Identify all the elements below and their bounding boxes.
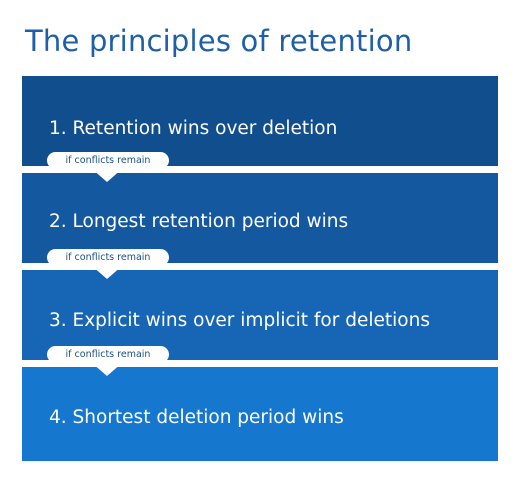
down-arrow-icon <box>92 169 122 182</box>
principle-box-2: 2. Longest retention period wins <box>22 173 498 263</box>
connector-pill-3: if conflicts remain <box>47 346 169 363</box>
divider-1 <box>22 169 498 173</box>
page-title: The principles of retention <box>25 24 413 58</box>
connector-pill-2: if conflicts remain <box>47 249 169 266</box>
connector-2: if conflicts remain <box>0 249 520 279</box>
principle-box-4: 4. Shortest deletion period wins <box>22 367 498 461</box>
principle-label-3: 3. Explicit wins over implicit for delet… <box>49 310 430 331</box>
down-arrow-icon <box>92 363 122 376</box>
principle-box-3: 3. Explicit wins over implicit for delet… <box>22 270 498 360</box>
divider-2 <box>22 266 498 270</box>
divider-3 <box>22 363 498 367</box>
principle-label-4: 4. Shortest deletion period wins <box>49 407 344 428</box>
connector-1: if conflicts remain <box>0 152 520 182</box>
connector-3: if conflicts remain <box>0 346 520 376</box>
principle-label-2: 2. Longest retention period wins <box>49 211 349 232</box>
down-arrow-icon <box>92 266 122 279</box>
principle-box-1: 1. Retention wins over deletion <box>22 76 498 166</box>
principle-label-1: 1. Retention wins over deletion <box>49 118 338 139</box>
connector-pill-1: if conflicts remain <box>47 152 169 169</box>
